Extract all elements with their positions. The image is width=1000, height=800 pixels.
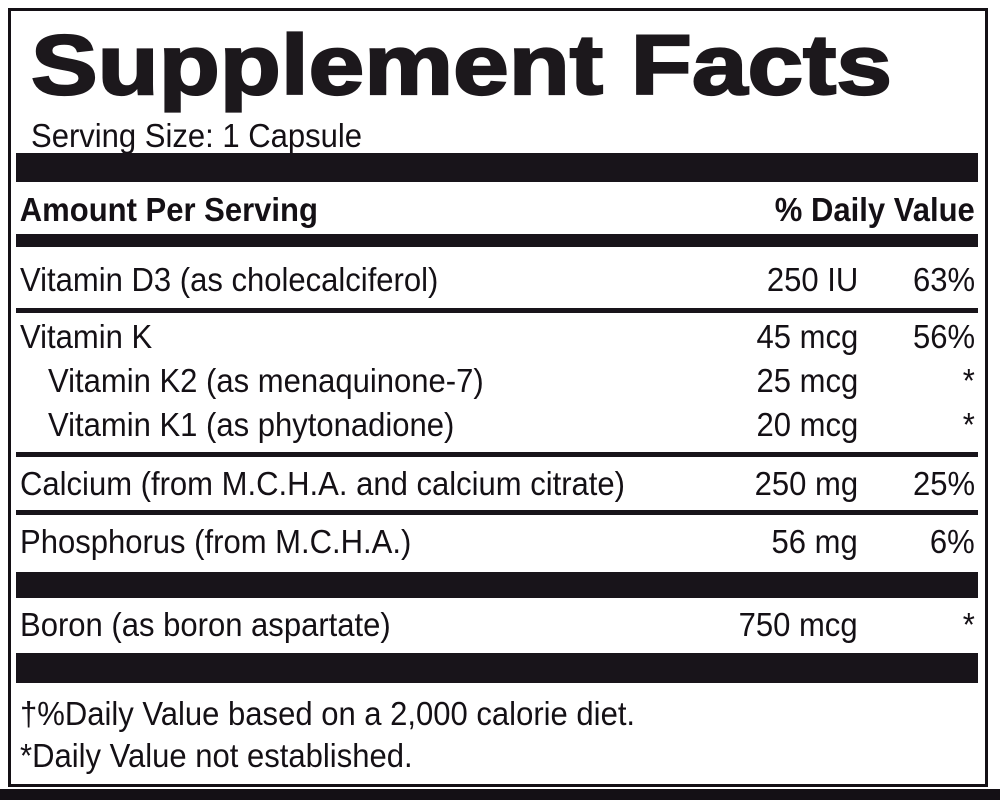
- thick-separator-top: [16, 153, 978, 182]
- nutrient-name: Vitamin K2 (as menaquinone-7): [48, 362, 484, 399]
- serving-size-line: Serving Size: 1 Capsule: [31, 117, 383, 155]
- thick-separator-bottom: [16, 653, 978, 683]
- table-row-boron: Boron (as boron aspartate) 750 mcg *: [16, 603, 975, 647]
- nutrient-amount: 56 mg: [771, 523, 858, 560]
- nutrient-amount: 250 mg: [754, 465, 858, 502]
- nutrient-name: Phosphorus (from M.C.H.A.): [20, 523, 412, 560]
- nutrient-amount: 750 mcg: [739, 606, 858, 643]
- nutrient-name: Calcium (from M.C.H.A. and calcium citra…: [20, 465, 626, 502]
- table-row-vitamin-k1: Vitamin K1 (as phytonadione) 20 mcg *: [16, 403, 975, 447]
- serving-size-text: Serving Size: 1 Capsule: [31, 117, 363, 154]
- thick-separator-middle: [16, 572, 978, 598]
- nutrient-name: Vitamin D3 (as cholecalciferol): [20, 261, 439, 298]
- table-row-calcium: Calcium (from M.C.H.A. and calcium citra…: [16, 462, 975, 506]
- row-separator: [16, 308, 978, 313]
- footnote-not-established: *Daily Value not established.: [20, 736, 438, 776]
- table-row-vitamin-k2: Vitamin K2 (as menaquinone-7) 25 mcg *: [16, 359, 975, 403]
- nutrient-amount: 45 mcg: [756, 318, 858, 355]
- table-row-vitamin-k: Vitamin K 45 mcg 56%: [16, 315, 975, 359]
- table-row-phosphorus: Phosphorus (from M.C.H.A.) 56 mg 6%: [16, 520, 975, 564]
- table-row-vitamin-d3: Vitamin D3 (as cholecalciferol) 250 IU 6…: [16, 258, 975, 302]
- nutrient-daily-value: 6%: [930, 523, 975, 560]
- nutrient-amount: 250 IU: [766, 261, 858, 298]
- nutrient-name: Vitamin K1 (as phytonadione): [48, 406, 455, 443]
- table-header-row: Amount Per Serving % Daily Value: [16, 190, 975, 230]
- nutrient-daily-value: *: [962, 362, 975, 399]
- nutrient-daily-value: 25%: [912, 465, 975, 502]
- nutrient-daily-value: 56%: [912, 318, 975, 355]
- nutrient-name: Boron (as boron aspartate): [20, 606, 391, 643]
- header-separator: [16, 234, 978, 247]
- label-bottom-edge-bar: [0, 789, 1000, 800]
- nutrient-amount: 25 mcg: [756, 362, 858, 399]
- row-separator: [16, 452, 978, 457]
- label-title: Supplement Facts: [30, 18, 894, 112]
- footnote-text: †%Daily Value based on a 2,000 calorie d…: [20, 695, 636, 732]
- nutrient-amount: 20 mcg: [756, 406, 858, 443]
- footnote-daily-value-basis: †%Daily Value based on a 2,000 calorie d…: [20, 694, 674, 734]
- percent-daily-value-header: % Daily Value: [774, 191, 975, 228]
- footnote-text: *Daily Value not established.: [20, 737, 413, 774]
- nutrient-daily-value: *: [962, 606, 975, 643]
- row-separator: [16, 510, 978, 515]
- nutrient-daily-value: 63%: [912, 261, 975, 298]
- amount-per-serving-header: Amount Per Serving: [19, 191, 318, 228]
- nutrient-daily-value: *: [962, 406, 975, 443]
- nutrient-name: Vitamin K: [20, 318, 153, 355]
